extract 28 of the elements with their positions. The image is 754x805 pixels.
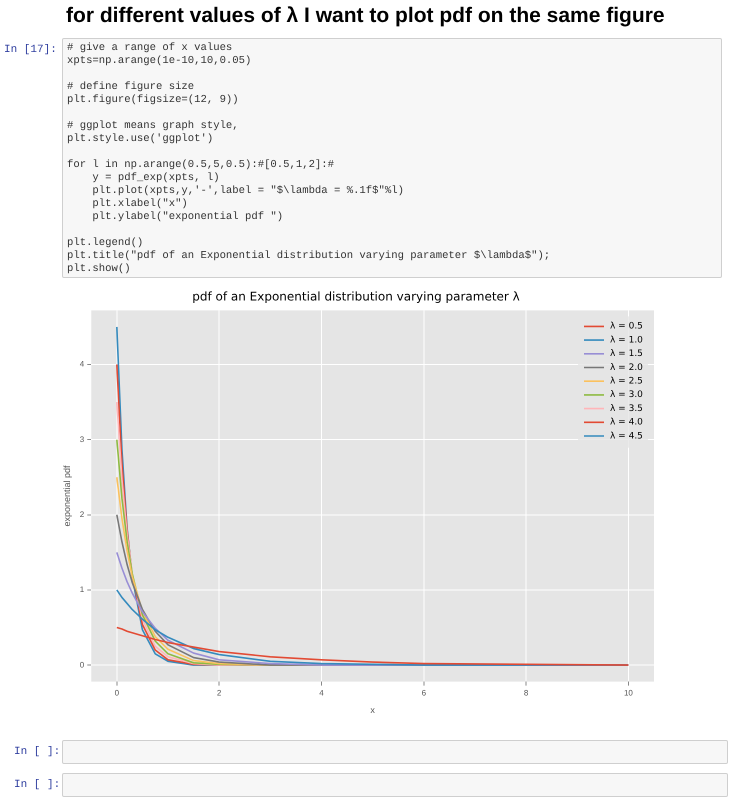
y-tick-label: 4 [80,360,85,369]
chart-title: pdf of an Exponential distribution varying parameter λ [192,289,520,304]
legend-label: λ = 3.5 [610,404,643,414]
x-tick-label: 8 [524,688,529,698]
x-tick-label: 2 [216,688,222,698]
y-tick-label: 1 [80,585,85,594]
legend-label: λ = 1.0 [610,335,644,346]
legend-label: λ = 2.5 [610,376,643,387]
y-axis-title: exponential pdf [62,464,72,527]
y-tick-label: 0 [80,660,85,670]
text: for different values of λ I want to plot pdf on the same figure [66,4,665,28]
legend-label: λ = 3.0 [610,390,644,400]
legend-label: λ = 4.5 [610,431,643,442]
x-tick-label: 6 [422,688,427,698]
y-tick-label: 2 [80,510,85,519]
x-tick-label: 4 [319,688,324,698]
legend-label: λ = 4.0 [610,418,644,428]
text: In [ ]: [14,779,60,791]
x-tick-label: 10 [624,688,634,698]
y-tick-label: 3 [80,434,85,444]
text: In [ ]: [14,746,60,758]
legend-label: λ = 2.0 [610,362,644,373]
x-tick-label: 0 [114,688,120,698]
legend-label: λ = 0.5 [610,322,643,332]
text: In [17]: [4,44,57,56]
text: # give a range of x values xpts=np.arange(1e-10,10,0.05) # define figure size plt.figure(figsize=(12, 9)) # ggplot means graph style, plt.style.use('ggplot') for l in np.arange(0.5,5,0.5):#[0.5,1,2]:# y = pdf_exp(xpts, l) plt.plot(xpts,y,'-',label = "$\lambda = %.1f$"%l) plt.xlabel("x") plt.ylabel("exponential pdf ") plt.legend() plt.title("pdf of an Exponential distribution varying parameter $\lambda$"); plt.show() [67,42,550,275]
x-axis-title: x [370,705,376,716]
legend-label: λ = 1.5 [610,349,643,360]
